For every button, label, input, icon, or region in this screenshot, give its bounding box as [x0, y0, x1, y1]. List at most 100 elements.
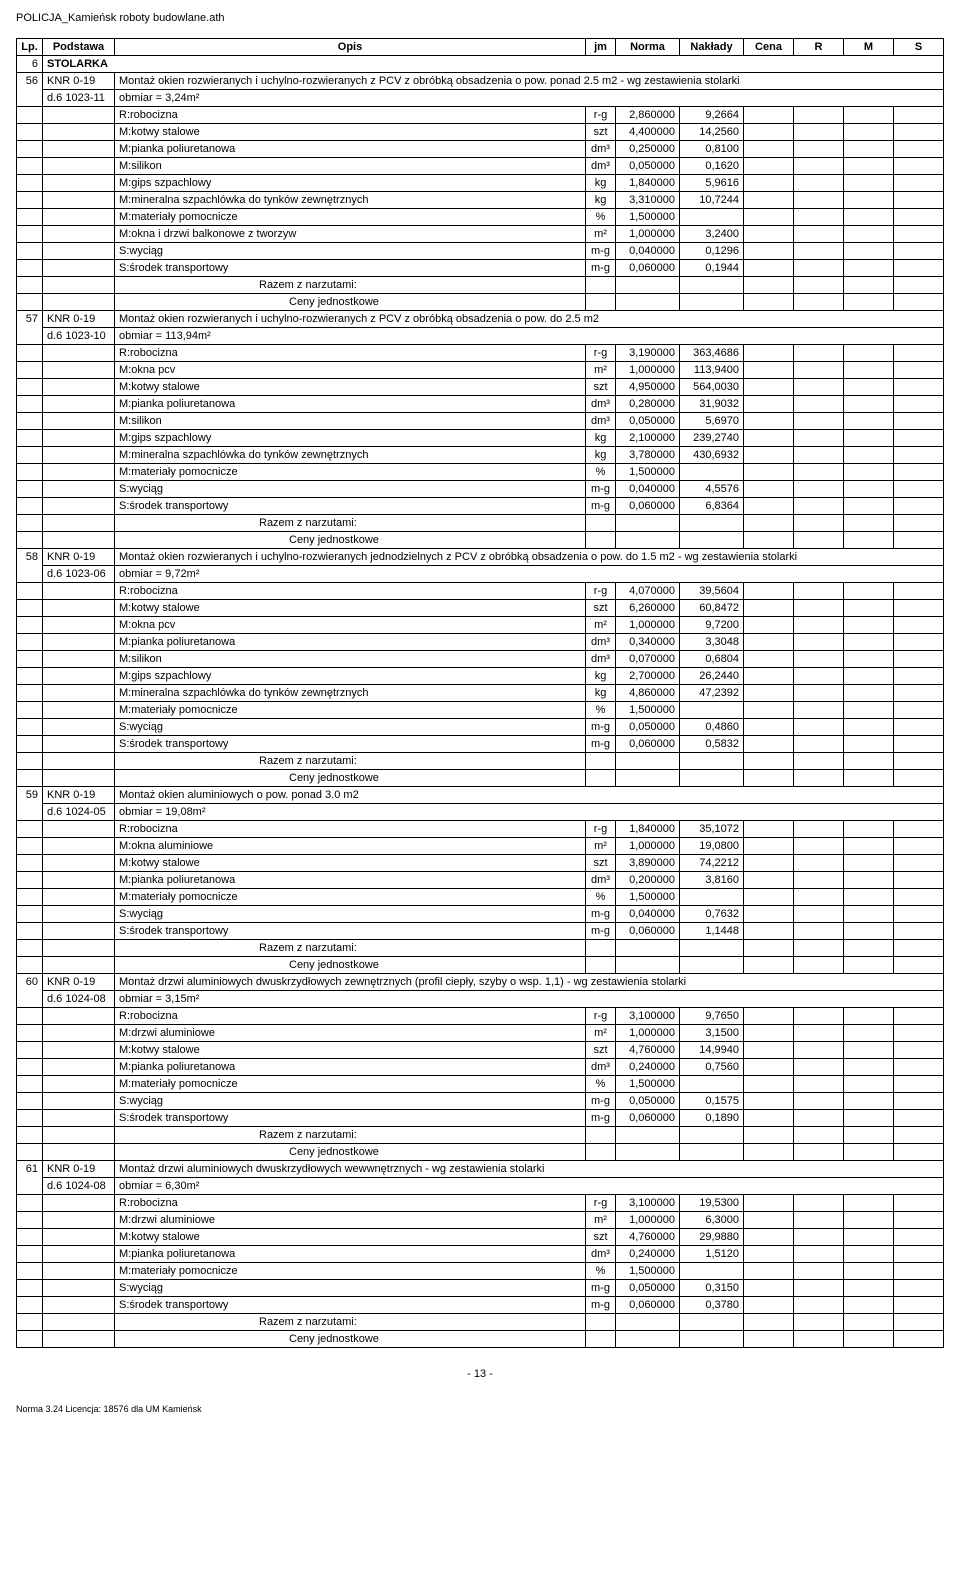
data-row: S:wyciągm-g0,0500000,1575 [17, 1093, 944, 1110]
cell [794, 277, 844, 294]
resource-name: M:kotwy stalowe [115, 1042, 586, 1059]
cell-jm: dm³ [586, 1246, 616, 1263]
cell-norma: 1,500000 [616, 889, 680, 906]
cell-cena [744, 583, 794, 600]
cell-lp [17, 124, 43, 141]
resource-name: M:pianka poliuretanowa [115, 1246, 586, 1263]
data-row: M:pianka poliuretanowadm³0,2400000,7560 [17, 1059, 944, 1076]
cell-jm: kg [586, 192, 616, 209]
cell-naklady [680, 1263, 744, 1280]
cell [894, 957, 944, 974]
cell-pod [43, 838, 115, 855]
cell-s [894, 702, 944, 719]
cell-lp [17, 209, 43, 226]
cell-cena [744, 719, 794, 736]
cell [844, 940, 894, 957]
cell [794, 1314, 844, 1331]
ceny-label: Ceny jednostkowe [119, 534, 581, 546]
cell-m [844, 889, 894, 906]
cell-s [894, 923, 944, 940]
cell-m [844, 923, 894, 940]
data-row: M:kotwy staloweszt4,76000014,9940 [17, 1042, 944, 1059]
cell-cena [744, 226, 794, 243]
cell-norma: 2,700000 [616, 668, 680, 685]
cell-norma: 4,860000 [616, 685, 680, 702]
cell-r [794, 855, 844, 872]
cell-naklady: 430,6932 [680, 447, 744, 464]
cell [586, 532, 616, 549]
cell-cena [744, 192, 794, 209]
cell-naklady: 47,2392 [680, 685, 744, 702]
cell-pod [43, 345, 115, 362]
cell-lp [17, 1093, 43, 1110]
col-naklady: Nakłady [680, 39, 744, 56]
cell-naklady: 31,9032 [680, 396, 744, 413]
cell-r [794, 600, 844, 617]
resource-name: S:wyciąg [115, 1280, 586, 1297]
cell [744, 1127, 794, 1144]
cell-pod [43, 719, 115, 736]
cell-m [844, 1110, 894, 1127]
cell [17, 1314, 43, 1331]
data-row: M:drzwi aluminiowem²1,0000006,3000 [17, 1212, 944, 1229]
cell-naklady: 35,1072 [680, 821, 744, 838]
item-title-row: 61KNR 0-19Montaż drzwi aluminiowych dwus… [17, 1161, 944, 1178]
cell-m [844, 481, 894, 498]
cell [680, 940, 744, 957]
resource-name: M:mineralna szpachlówka do tynków zewnęt… [115, 192, 586, 209]
cell-lp [17, 685, 43, 702]
cell-pod [43, 1076, 115, 1093]
cell-jm: m² [586, 617, 616, 634]
cell-pod [43, 413, 115, 430]
data-row: M:gips szpachlowykg2,70000026,2440 [17, 668, 944, 685]
razem-row: Razem z narzutami: [17, 753, 944, 770]
item-title-row2: d.6 1023-11obmiar = 3,24m² [17, 90, 944, 107]
cell [894, 515, 944, 532]
cell [43, 1127, 115, 1144]
cell-m [844, 209, 894, 226]
data-row: M:materiały pomocnicze%1,500000 [17, 1076, 944, 1093]
data-row: M:drzwi aluminiowem²1,0000003,1500 [17, 1025, 944, 1042]
cell-pod [43, 430, 115, 447]
cell-pod [43, 192, 115, 209]
cell-pod [43, 209, 115, 226]
cell-r [794, 345, 844, 362]
cell-s [894, 719, 944, 736]
ceny-label: Ceny jednostkowe [119, 1146, 581, 1158]
cell-lp [17, 260, 43, 277]
cell-lp [17, 362, 43, 379]
cell-naklady: 0,3780 [680, 1297, 744, 1314]
cell-naklady [680, 702, 744, 719]
cell-cena [744, 362, 794, 379]
razem-cell: Razem z narzutami: [115, 940, 586, 957]
resource-name: M:okna i drzwi balkonowe z tworzyw [115, 226, 586, 243]
cell [794, 1144, 844, 1161]
cell-m [844, 634, 894, 651]
cell-jm: szt [586, 600, 616, 617]
data-row: S:wyciągm-g0,0500000,4860 [17, 719, 944, 736]
cell [43, 294, 115, 311]
cell-pod [43, 1212, 115, 1229]
cell [17, 753, 43, 770]
cell-cena [744, 736, 794, 753]
resource-name: M:pianka poliuretanowa [115, 634, 586, 651]
cell-lp [17, 1297, 43, 1314]
cell [844, 532, 894, 549]
cell-s [894, 175, 944, 192]
cell-r [794, 889, 844, 906]
cell-s [894, 600, 944, 617]
cell [43, 277, 115, 294]
cell-norma: 0,340000 [616, 634, 680, 651]
resource-name: R:robocizna [115, 1195, 586, 1212]
cell [744, 515, 794, 532]
resource-name: R:robocizna [115, 821, 586, 838]
cell-s [894, 243, 944, 260]
cell-r [794, 1297, 844, 1314]
item-obmiar: obmiar = 3,15m² [115, 991, 944, 1008]
cell-naklady: 0,1296 [680, 243, 744, 260]
cell-pod [43, 1059, 115, 1076]
cell-naklady: 3,8160 [680, 872, 744, 889]
cell-r [794, 1008, 844, 1025]
data-row: S:wyciągm-g0,0400004,5576 [17, 481, 944, 498]
cell-pod [43, 1297, 115, 1314]
